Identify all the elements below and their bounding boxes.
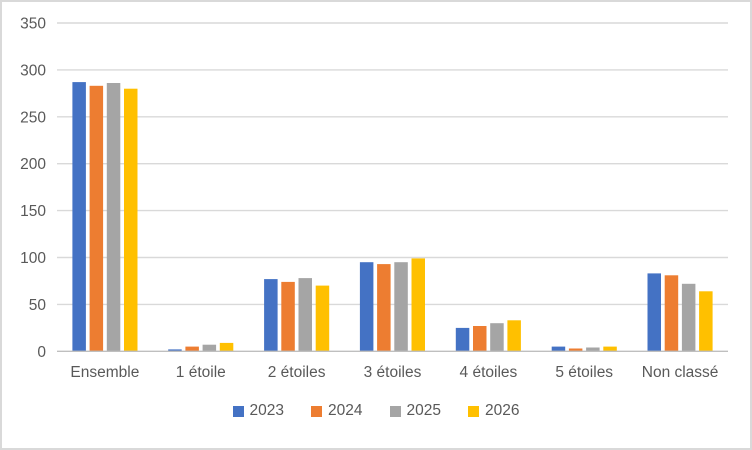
y-axis-tick-label: 200 <box>20 156 46 173</box>
bar-2023-1 <box>72 82 86 352</box>
legend-item-2023: 2023 <box>232 402 285 420</box>
legend: 2023 2024 2025 2026 <box>2 402 750 420</box>
x-axis-category-label: 5 étoiles <box>555 364 613 381</box>
bar-2024-4 <box>377 264 391 352</box>
bar-2023-3 <box>264 279 278 352</box>
y-axis-tick-label: 150 <box>20 203 46 220</box>
legend-swatch-2024 <box>311 405 323 417</box>
legend-item-2024: 2024 <box>311 402 363 420</box>
legend-item-2025: 2025 <box>389 402 441 420</box>
bar-2023-7 <box>647 273 661 352</box>
x-axis-category-label: Ensemble <box>70 364 139 381</box>
legend-label: 2023 <box>249 402 285 419</box>
y-axis-tick-label: 0 <box>37 344 46 361</box>
bar-2026-4 <box>411 258 425 352</box>
bar-2025-2 <box>202 344 217 352</box>
legend-label: 2024 <box>328 402 363 419</box>
bar-2024-2 <box>185 346 199 352</box>
bar-2026-1 <box>124 88 138 352</box>
y-axis-tick-label: 250 <box>20 109 46 126</box>
bar-2024-6 <box>568 348 583 352</box>
bar-2025-3 <box>298 278 312 352</box>
bar-2025-6 <box>586 347 600 352</box>
y-axis-tick-label: 350 <box>20 16 46 33</box>
x-axis-category-label: 3 étoiles <box>364 364 422 381</box>
y-axis-tick-label: 100 <box>20 250 46 267</box>
bar-2026-6 <box>603 346 617 352</box>
legend-item-2026: 2026 <box>467 402 520 420</box>
bar-2024-3 <box>281 281 295 352</box>
x-axis-category-label: 4 étoiles <box>460 364 518 381</box>
bar-2025-4 <box>394 262 408 352</box>
x-axis-category-label: Non classé <box>642 364 719 381</box>
legend-label: 2026 <box>484 402 520 419</box>
y-axis-tick-label: 300 <box>20 62 46 79</box>
legend-swatch-2026 <box>467 405 479 417</box>
bar-2026-7 <box>699 291 713 352</box>
bar-2024-1 <box>89 85 104 352</box>
bar-2025-7 <box>681 283 696 352</box>
y-axis-tick-label: 50 <box>29 297 47 314</box>
bar-2024-5 <box>473 326 487 352</box>
legend-label: 2025 <box>406 402 441 419</box>
bar-2026-2 <box>219 342 234 352</box>
bar-2023-6 <box>551 346 566 352</box>
bar-2024-7 <box>664 275 679 352</box>
x-axis-category-label: 1 étoile <box>176 364 226 381</box>
bar-2025-1 <box>106 83 121 352</box>
legend-swatch-2025 <box>389 405 401 417</box>
bar-2023-5 <box>455 327 470 352</box>
bar-2023-2 <box>168 349 182 352</box>
legend-swatch-2023 <box>232 405 244 417</box>
bar-2026-3 <box>315 285 330 352</box>
bar-2025-5 <box>490 323 504 352</box>
x-axis-category-label: 2 étoiles <box>268 364 326 381</box>
bar-2023-4 <box>359 262 374 352</box>
bar-2026-5 <box>507 320 521 352</box>
